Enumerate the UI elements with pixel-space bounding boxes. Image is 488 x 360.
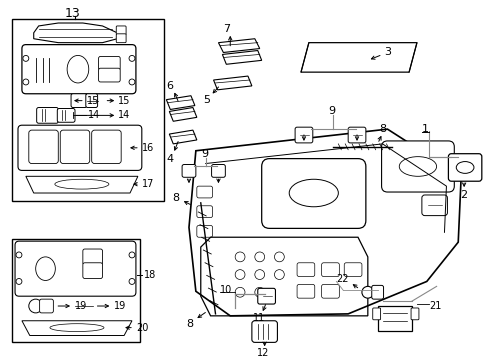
FancyBboxPatch shape bbox=[60, 130, 89, 163]
FancyBboxPatch shape bbox=[257, 288, 275, 304]
FancyBboxPatch shape bbox=[347, 127, 365, 143]
FancyBboxPatch shape bbox=[71, 94, 86, 108]
Text: 6: 6 bbox=[166, 81, 173, 91]
FancyBboxPatch shape bbox=[297, 263, 314, 276]
Circle shape bbox=[274, 252, 284, 262]
Text: 18: 18 bbox=[143, 270, 156, 280]
Text: 8: 8 bbox=[172, 193, 179, 203]
Circle shape bbox=[361, 286, 373, 298]
FancyBboxPatch shape bbox=[421, 195, 447, 216]
Polygon shape bbox=[26, 49, 132, 90]
Text: 10: 10 bbox=[220, 285, 232, 295]
Text: 14: 14 bbox=[118, 111, 130, 120]
FancyBboxPatch shape bbox=[82, 249, 102, 265]
FancyBboxPatch shape bbox=[344, 263, 361, 276]
Circle shape bbox=[23, 55, 29, 61]
FancyBboxPatch shape bbox=[251, 321, 277, 342]
FancyBboxPatch shape bbox=[85, 94, 98, 108]
Bar bbox=[12, 239, 140, 342]
Circle shape bbox=[235, 270, 244, 279]
Text: 16: 16 bbox=[142, 143, 154, 153]
Text: 1: 1 bbox=[421, 124, 428, 134]
Text: 5: 5 bbox=[203, 95, 209, 105]
Text: 13: 13 bbox=[65, 7, 81, 20]
FancyBboxPatch shape bbox=[82, 263, 102, 279]
FancyBboxPatch shape bbox=[99, 68, 120, 82]
FancyBboxPatch shape bbox=[92, 130, 121, 163]
FancyBboxPatch shape bbox=[294, 127, 312, 143]
FancyBboxPatch shape bbox=[371, 285, 383, 299]
Circle shape bbox=[129, 279, 135, 284]
Text: 11: 11 bbox=[252, 313, 264, 323]
Text: 17: 17 bbox=[142, 179, 154, 189]
Circle shape bbox=[129, 55, 135, 61]
Text: 7: 7 bbox=[223, 24, 230, 34]
Circle shape bbox=[129, 79, 135, 85]
FancyBboxPatch shape bbox=[99, 57, 120, 70]
FancyBboxPatch shape bbox=[40, 299, 53, 313]
FancyBboxPatch shape bbox=[182, 165, 196, 177]
Circle shape bbox=[235, 287, 244, 297]
FancyBboxPatch shape bbox=[381, 141, 453, 192]
FancyBboxPatch shape bbox=[197, 225, 212, 237]
FancyBboxPatch shape bbox=[321, 263, 339, 276]
Text: 8: 8 bbox=[379, 124, 386, 134]
Text: 15: 15 bbox=[86, 96, 99, 105]
FancyBboxPatch shape bbox=[197, 206, 212, 217]
Text: 21: 21 bbox=[428, 301, 440, 311]
FancyBboxPatch shape bbox=[57, 108, 75, 122]
Circle shape bbox=[16, 252, 22, 258]
Text: 4: 4 bbox=[166, 154, 173, 163]
Circle shape bbox=[254, 270, 264, 279]
FancyBboxPatch shape bbox=[29, 130, 58, 163]
Circle shape bbox=[129, 252, 135, 258]
FancyBboxPatch shape bbox=[22, 45, 136, 94]
Text: 12: 12 bbox=[256, 348, 268, 358]
FancyBboxPatch shape bbox=[15, 241, 136, 296]
Bar bbox=[12, 19, 164, 201]
FancyBboxPatch shape bbox=[297, 284, 314, 298]
Text: 9: 9 bbox=[328, 107, 335, 116]
Circle shape bbox=[274, 270, 284, 279]
Circle shape bbox=[29, 299, 42, 313]
Text: 2: 2 bbox=[459, 190, 467, 200]
Circle shape bbox=[254, 287, 264, 297]
Text: 22: 22 bbox=[336, 274, 348, 284]
FancyBboxPatch shape bbox=[18, 125, 142, 170]
Text: 3: 3 bbox=[384, 48, 391, 58]
Circle shape bbox=[235, 252, 244, 262]
FancyBboxPatch shape bbox=[447, 154, 481, 181]
Circle shape bbox=[16, 279, 22, 284]
Text: 19: 19 bbox=[114, 301, 126, 311]
FancyBboxPatch shape bbox=[116, 26, 126, 35]
FancyBboxPatch shape bbox=[261, 159, 365, 228]
Text: 19: 19 bbox=[75, 301, 87, 311]
Text: 15: 15 bbox=[118, 96, 130, 105]
Text: 9: 9 bbox=[201, 149, 207, 159]
FancyBboxPatch shape bbox=[211, 165, 225, 177]
Circle shape bbox=[23, 79, 29, 85]
FancyBboxPatch shape bbox=[321, 284, 339, 298]
FancyBboxPatch shape bbox=[372, 308, 380, 320]
Text: 8: 8 bbox=[185, 319, 193, 329]
Text: 20: 20 bbox=[136, 323, 148, 333]
FancyBboxPatch shape bbox=[197, 186, 212, 198]
FancyBboxPatch shape bbox=[116, 34, 126, 43]
Text: 14: 14 bbox=[87, 111, 100, 120]
Circle shape bbox=[254, 252, 264, 262]
FancyBboxPatch shape bbox=[410, 308, 418, 320]
FancyBboxPatch shape bbox=[37, 108, 58, 123]
